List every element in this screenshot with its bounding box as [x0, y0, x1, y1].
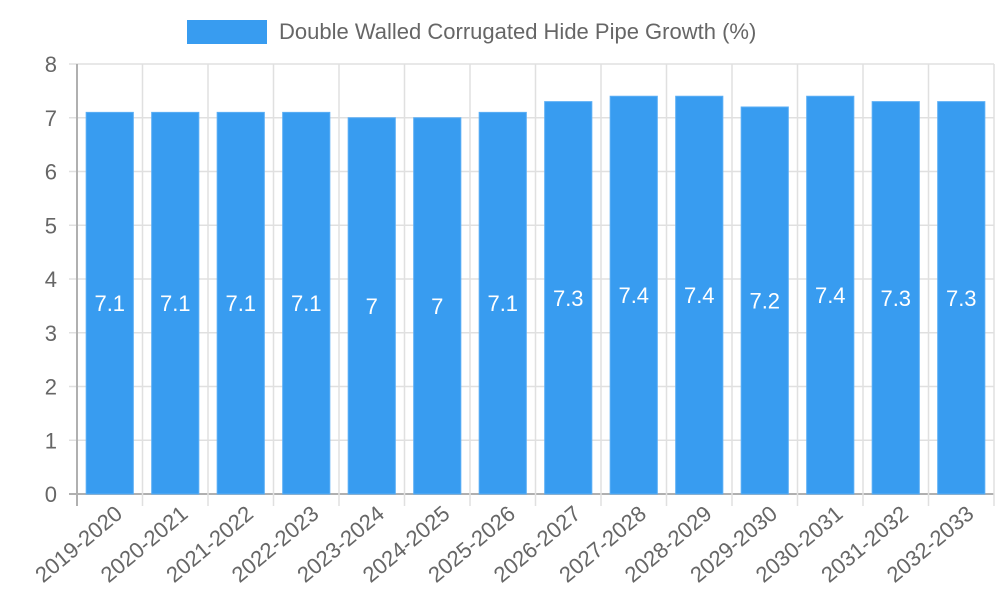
- chart-legend[interactable]: Double Walled Corrugated Hide Pipe Growt…: [187, 19, 756, 45]
- bar[interactable]: [871, 101, 920, 495]
- y-tick-label: 8: [45, 52, 57, 77]
- bar[interactable]: [609, 95, 658, 495]
- bar[interactable]: [806, 95, 855, 495]
- bar[interactable]: [544, 101, 593, 495]
- y-tick-label: 3: [45, 321, 57, 346]
- bar-value-label: 7: [366, 294, 378, 319]
- legend-label: Double Walled Corrugated Hide Pipe Growt…: [279, 19, 757, 44]
- y-tick-label: 5: [45, 213, 57, 238]
- grid-lines: [69, 63, 995, 506]
- bar-value-label: 7: [431, 294, 443, 319]
- bar-value-label: 7.2: [749, 289, 780, 314]
- bar-value-label: 7.3: [946, 286, 977, 311]
- bar-value-label: 7.1: [225, 291, 256, 316]
- legend-swatch: [187, 20, 267, 44]
- y-tick-label: 7: [45, 106, 57, 131]
- bar[interactable]: [937, 101, 986, 495]
- bars: 7.1 7.1 7.1 7.1 7 7 7.1 7.3 7.4 7.4 7.2 7.4 7.3 7.3: [85, 95, 986, 495]
- bar[interactable]: [675, 95, 724, 495]
- bar[interactable]: [151, 111, 200, 495]
- x-axis: 2019-20202020-20212021-20222022-20232023…: [30, 501, 978, 588]
- y-tick-label: 0: [45, 482, 57, 507]
- y-tick-label: 2: [45, 375, 57, 400]
- bar[interactable]: [478, 111, 527, 495]
- bar[interactable]: [216, 111, 265, 495]
- bar-value-label: 7.4: [618, 283, 649, 308]
- bar-value-label: 7.4: [815, 283, 846, 308]
- y-axis: 0 1 2 3 4 5 6 7 8: [45, 52, 57, 507]
- bar[interactable]: [347, 117, 396, 495]
- bar[interactable]: [413, 117, 462, 495]
- bar[interactable]: [85, 111, 134, 495]
- bar-value-label: 7.1: [291, 291, 322, 316]
- y-tick-label: 1: [45, 428, 57, 453]
- bar[interactable]: [282, 111, 331, 495]
- bar-value-label: 7.3: [880, 286, 911, 311]
- bar-value-label: 7.1: [94, 291, 125, 316]
- bar-value-label: 7.4: [684, 283, 715, 308]
- y-tick-label: 4: [45, 267, 57, 292]
- bar-value-label: 7.1: [160, 291, 191, 316]
- bar-value-label: 7.3: [553, 286, 584, 311]
- y-tick-label: 6: [45, 160, 57, 185]
- bar[interactable]: [740, 106, 789, 495]
- bar-value-label: 7.1: [487, 291, 518, 316]
